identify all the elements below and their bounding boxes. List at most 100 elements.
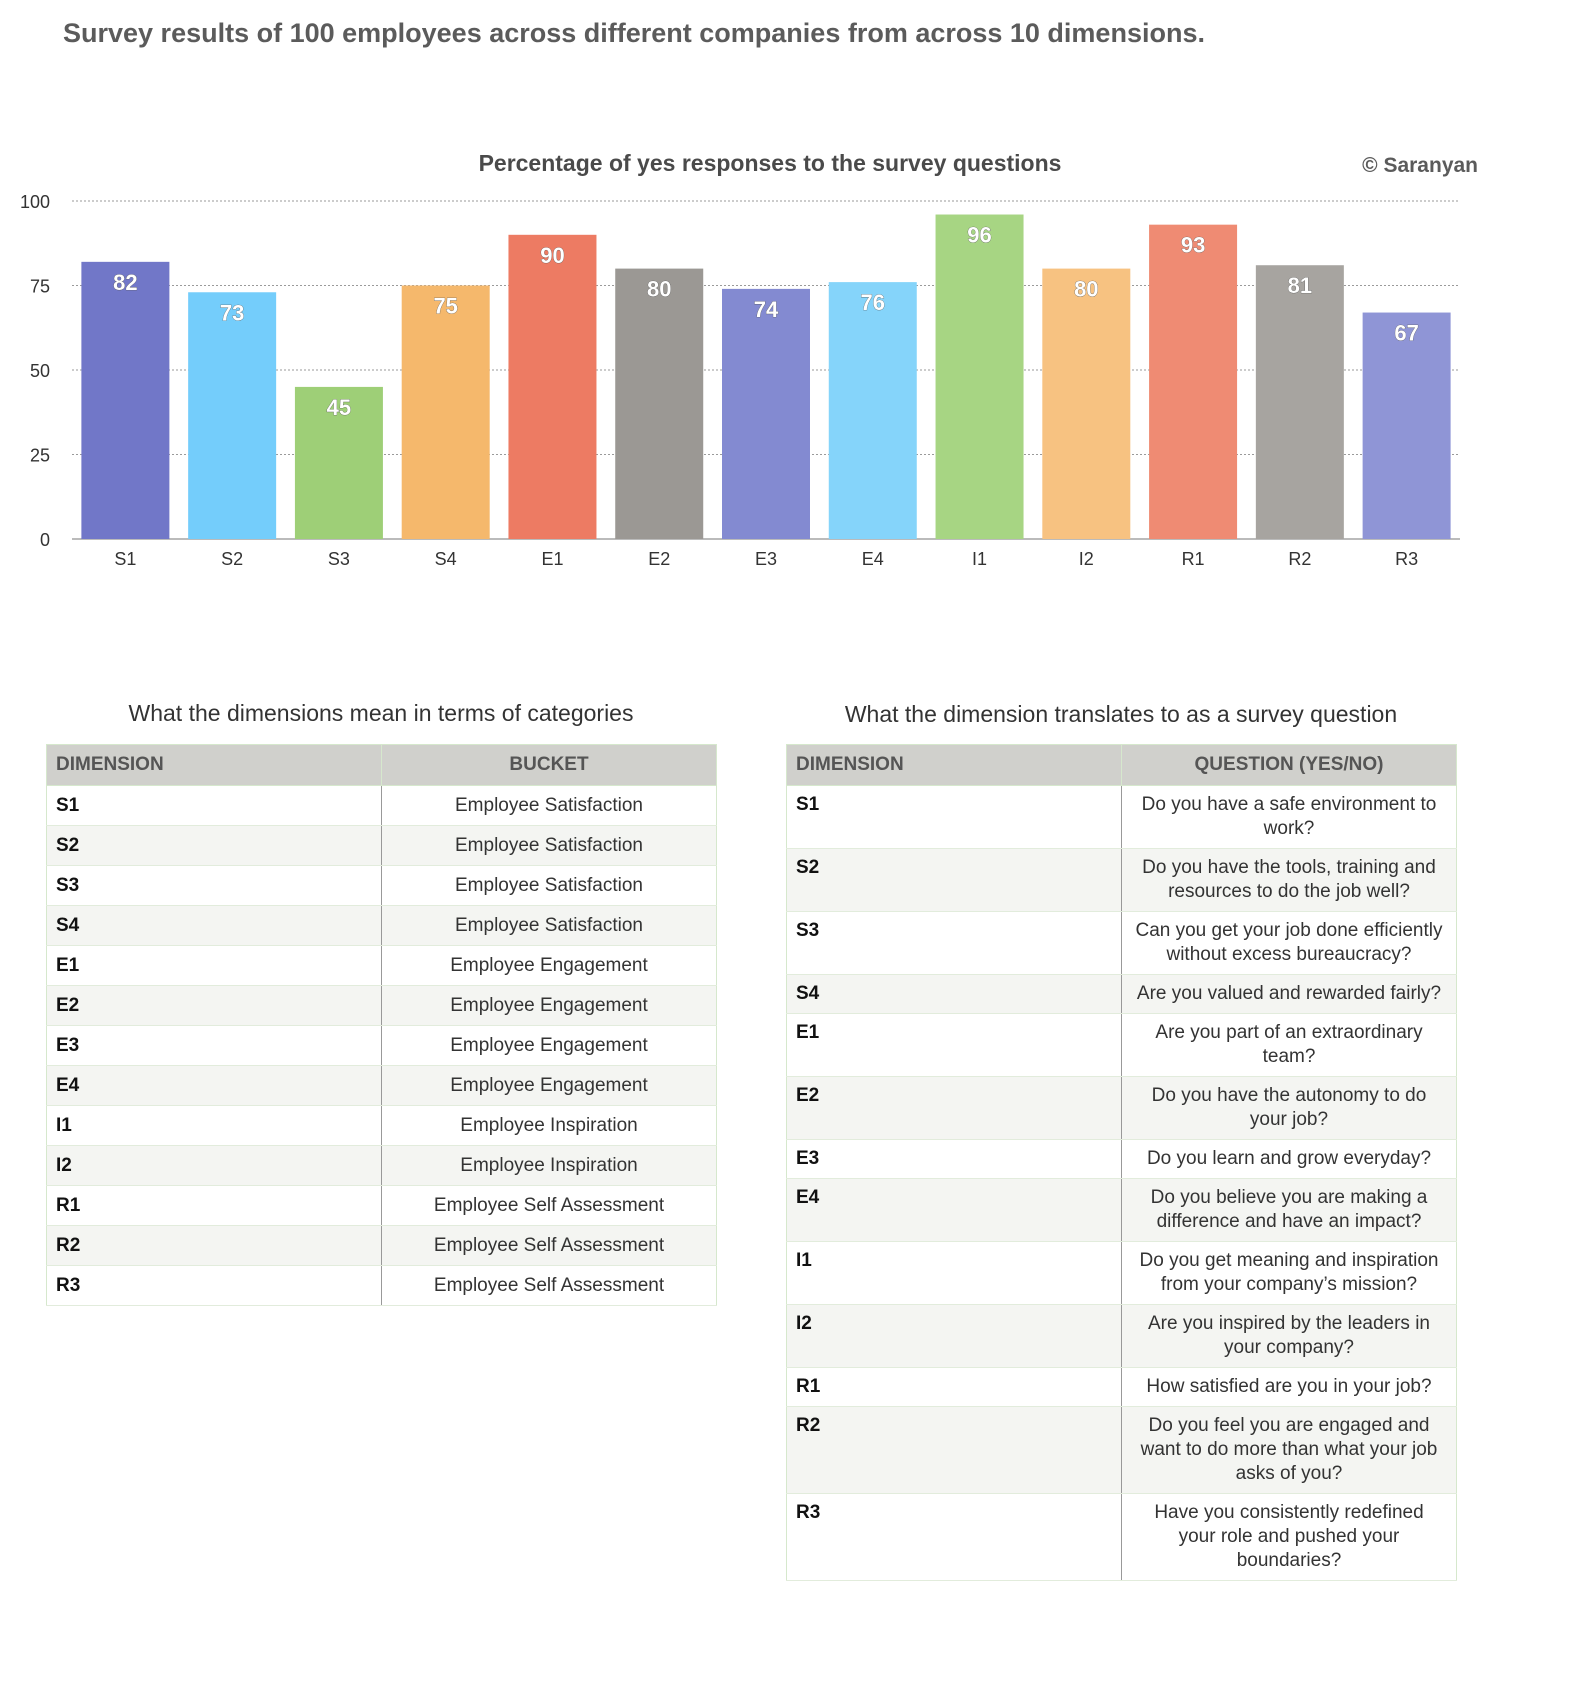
y-tick-label: 75 (30, 277, 50, 297)
bucket-cell: Employee Satisfaction (381, 865, 717, 906)
question-cell: Are you inspired by the leaders in your … (1121, 1304, 1457, 1368)
bucket-cell: Employee Satisfaction (381, 785, 717, 826)
question-cell: Do you get meaning and inspiration from … (1121, 1241, 1457, 1305)
dimension-cell: R1 (46, 1185, 382, 1226)
bar (81, 261, 170, 539)
bar-value-label: 96 (967, 223, 991, 248)
question-cell: Do you feel you are engaged and want to … (1121, 1406, 1457, 1494)
y-tick-label: 25 (30, 446, 50, 466)
bucket-cell: Employee Satisfaction (381, 825, 717, 866)
bucket-cell: Employee Inspiration (381, 1105, 717, 1146)
dimension-cell: R2 (46, 1225, 382, 1266)
dimension-cell: E1 (46, 945, 382, 986)
bar-value-label: 80 (1074, 277, 1098, 302)
bucket-cell: Employee Engagement (381, 1065, 717, 1106)
question-cell: Can you get your job done efficiently wi… (1121, 911, 1457, 975)
bucket-table-row: S2 Employee Satisfaction (46, 825, 717, 866)
question-cell: Are you part of an extraordinary team? (1121, 1013, 1457, 1077)
question-table-row: E2 Do you have the autonomy to do your jo… (786, 1076, 1457, 1140)
bar (935, 214, 1024, 539)
bucket-table-row: I2 Employee Inspiration (46, 1145, 717, 1186)
chart-title: Percentage of yes responses to the surve… (478, 150, 1062, 176)
x-tick-label: E4 (862, 549, 884, 569)
bucket-table-row: R2 Employee Self Assessment (46, 1225, 717, 1266)
bar-value-label: 82 (113, 270, 137, 295)
question-table-row: R3 Have you consistently redefined your r… (786, 1493, 1457, 1581)
bucket-cell: Employee Self Assessment (381, 1225, 717, 1266)
question-table-row: I2 Are you inspired by the leaders in you… (786, 1304, 1457, 1368)
question-table-title: What the dimension translates to as a su… (844, 701, 1398, 727)
question-table: DIMENSION QUESTION (YES/NO) S1 Do you hav… (786, 744, 1457, 1581)
question-header-dimension: DIMENSION (786, 744, 1122, 786)
dimension-cell: S2 (786, 848, 1122, 912)
bar-value-label: 93 (1181, 233, 1205, 258)
question-cell: Have you consistently redefined your rol… (1121, 1493, 1457, 1581)
bucket-table-row: E2 Employee Engagement (46, 985, 717, 1026)
dimension-cell: E2 (46, 985, 382, 1026)
x-tick-label: I2 (1079, 549, 1094, 569)
bar (1149, 224, 1238, 539)
dimension-cell: E3 (46, 1025, 382, 1066)
bar-chart: 0 25 50 75 100 82 S1 73 S2 45 S3 75 S4 90 E1 80 E2 74 E3 76… (20, 192, 1460, 569)
bucket-table-row: E4 Employee Engagement (46, 1065, 717, 1106)
bucket-table-row: R1 Employee Self Assessment (46, 1185, 717, 1226)
question-table-row: S1 Do you have a safe environment to work… (786, 785, 1457, 849)
question-cell: Do you have the autonomy to do your job? (1121, 1076, 1457, 1140)
dimension-cell: S1 (46, 785, 382, 826)
bar-value-label: 67 (1394, 321, 1418, 346)
bar-value-label: 81 (1288, 273, 1312, 298)
bucket-table: DIMENSION BUCKET S1 Employee Satisfaction… (46, 744, 717, 1306)
bar-value-label: 75 (433, 294, 457, 319)
page-title: Survey results of 100 employees across d… (63, 18, 1205, 48)
question-header-question: QUESTION (YES/NO) (1121, 744, 1457, 786)
bar (828, 282, 917, 539)
question-table-row: E3 Do you learn and grow everyday? (786, 1139, 1457, 1179)
bar (722, 288, 810, 539)
question-table-header: DIMENSION QUESTION (YES/NO) (786, 744, 1457, 786)
bar-value-label: 76 (861, 290, 885, 315)
dimension-cell: R1 (786, 1367, 1122, 1407)
dimension-cell: S4 (786, 974, 1122, 1014)
dimension-cell: R3 (46, 1265, 382, 1306)
bucket-table-row: I1 Employee Inspiration (46, 1105, 717, 1146)
x-tick-label: R3 (1395, 549, 1418, 569)
question-table-row: R2 Do you feel you are engaged and want t… (786, 1406, 1457, 1494)
bucket-cell: Employee Satisfaction (381, 905, 717, 946)
bucket-header-dimension: DIMENSION (46, 744, 382, 786)
bar (401, 285, 490, 539)
question-table-row: I1 Do you get meaning and inspiration fro… (786, 1241, 1457, 1305)
bar (188, 292, 277, 539)
bucket-cell: Employee Inspiration (381, 1145, 717, 1186)
dimension-cell: R3 (786, 1493, 1122, 1581)
question-cell: Do you have the tools, training and reso… (1121, 848, 1457, 912)
question-table-row: E4 Do you believe you are making a differ… (786, 1178, 1457, 1242)
x-tick-label: S2 (221, 549, 243, 569)
question-cell: Do you believe you are making a differen… (1121, 1178, 1457, 1242)
question-cell: Are you valued and rewarded fairly? (1121, 974, 1457, 1014)
bar-value-label: 45 (327, 395, 351, 420)
question-table-row: S3 Can you get your job done efficiently … (786, 911, 1457, 975)
bucket-cell: Employee Engagement (381, 985, 717, 1026)
bucket-table-row: R3 Employee Self Assessment (46, 1265, 717, 1306)
x-tick-label: E2 (648, 549, 670, 569)
x-tick-label: R2 (1288, 549, 1311, 569)
bucket-table-row: E1 Employee Engagement (46, 945, 717, 986)
x-tick-label: S4 (435, 549, 457, 569)
question-table-row: R1 How satisfied are you in your job? (786, 1367, 1457, 1407)
bucket-cell: Employee Self Assessment (381, 1265, 717, 1306)
question-cell: Do you have a safe environment to work? (1121, 785, 1457, 849)
dimension-cell: I2 (786, 1304, 1122, 1368)
dimension-cell: I2 (46, 1145, 382, 1186)
bucket-table-row: S1 Employee Satisfaction (46, 785, 717, 826)
dimension-cell: I1 (46, 1105, 382, 1146)
bar (508, 234, 597, 540)
dimension-cell: S3 (786, 911, 1122, 975)
bucket-cell: Employee Engagement (381, 1025, 717, 1066)
bar-chart-container: 0 25 50 75 100 82 S1 73 S2 45 S3 75 S4 90 E1 80 E2 74 E3 76… (0, 140, 1570, 640)
dimension-cell: E2 (786, 1076, 1122, 1140)
y-tick-label: 100 (20, 192, 50, 212)
bucket-table-row: E3 Employee Engagement (46, 1025, 717, 1066)
x-tick-label: E3 (755, 549, 777, 569)
bucket-table-row: S4 Employee Satisfaction (46, 905, 717, 946)
bar (1042, 268, 1131, 539)
